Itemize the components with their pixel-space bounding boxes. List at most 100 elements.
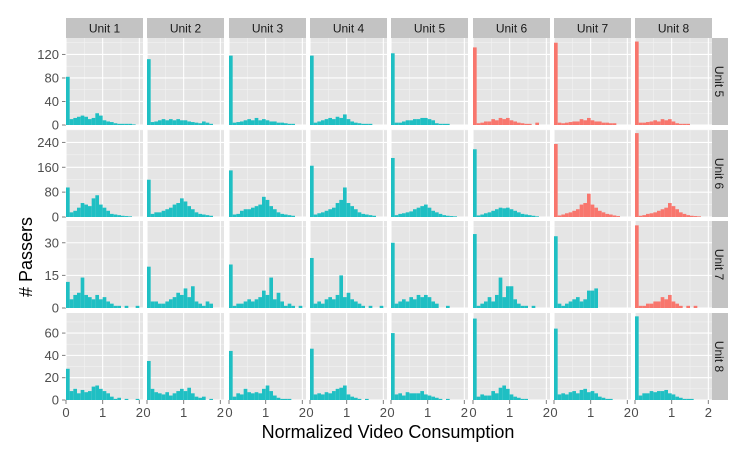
histogram-bar: [273, 209, 277, 217]
histogram-bar: [594, 393, 598, 400]
histogram-bar: [66, 187, 70, 217]
histogram-bar: [431, 301, 435, 308]
panel-background: [310, 130, 387, 217]
histogram-bar: [169, 395, 173, 400]
histogram-bar: [251, 301, 255, 308]
histogram-bar: [187, 387, 191, 400]
histogram-bar: [502, 208, 506, 217]
histogram-bar: [183, 201, 188, 217]
histogram-bar: [657, 210, 661, 217]
histogram-bar: [247, 209, 251, 217]
histogram-bar: [232, 122, 237, 125]
histogram-bar: [394, 215, 399, 217]
panel-background: [310, 313, 387, 400]
histogram-bar: [343, 385, 347, 400]
histogram-bar: [509, 394, 514, 400]
histogram-bar: [313, 214, 318, 217]
histogram-bar: [198, 123, 202, 125]
histogram-bar: [202, 214, 206, 217]
histogram-bar: [594, 121, 598, 125]
histogram-bar: [84, 204, 88, 217]
histogram-bar: [572, 121, 576, 125]
histogram-bar: [161, 394, 166, 400]
column-strip-label: Unit 1: [89, 22, 121, 36]
histogram-bar: [675, 396, 679, 400]
histogram-bar: [590, 120, 595, 125]
histogram-bar: [84, 116, 88, 125]
histogram-bar: [413, 299, 417, 308]
histogram-bar: [576, 393, 580, 400]
histogram-bar: [476, 305, 481, 308]
histogram-bar: [520, 305, 525, 308]
histogram-bar: [161, 119, 166, 125]
histogram-bar: [165, 301, 169, 308]
histogram-bar: [180, 120, 184, 125]
histogram-bar: [524, 214, 528, 217]
histogram-bar: [172, 393, 177, 400]
histogram-bar: [158, 120, 162, 125]
histogram-bar: [635, 133, 639, 217]
histogram-bar: [509, 286, 514, 308]
histogram-bar: [339, 117, 343, 125]
histogram-bar: [491, 119, 495, 125]
histogram-bar: [416, 119, 421, 125]
histogram-bar: [668, 294, 672, 308]
histogram-bar: [324, 119, 329, 125]
histogram-bar: [579, 301, 584, 308]
histogram-bar: [498, 117, 503, 125]
histogram-bar: [642, 215, 646, 217]
histogram-bar: [91, 117, 96, 125]
histogram-bar: [605, 122, 609, 125]
histogram-bar: [409, 297, 413, 308]
histogram-bar: [590, 204, 595, 217]
histogram-bar: [524, 123, 528, 125]
histogram-bar: [476, 396, 481, 400]
histogram-bar: [649, 121, 654, 125]
histogram-bar: [498, 277, 503, 308]
histogram-bar: [653, 392, 657, 400]
histogram-bar: [361, 123, 365, 125]
histogram-bar: [117, 305, 121, 308]
histogram-bar: [476, 215, 481, 217]
histogram-bar: [473, 149, 477, 217]
histogram-bar: [495, 120, 499, 125]
histogram-bar: [391, 242, 395, 308]
histogram-bar: [357, 212, 362, 217]
histogram-bar: [191, 286, 195, 308]
histogram-bar: [321, 212, 325, 217]
histogram-bar: [265, 199, 270, 217]
histogram-bar: [158, 303, 162, 308]
histogram-bar: [431, 120, 435, 125]
histogram-bar: [124, 305, 129, 308]
x-tick-label: 0: [306, 405, 313, 420]
histogram-bar: [102, 207, 107, 217]
histogram-bar: [394, 303, 399, 308]
histogram-bar: [579, 204, 584, 217]
histogram-bar: [202, 121, 206, 125]
histogram-bar: [498, 207, 503, 217]
panel-background: [229, 221, 306, 308]
x-tick-label: 2: [299, 405, 306, 420]
histogram-bar: [258, 120, 262, 125]
histogram-bar: [205, 215, 210, 217]
histogram-bar: [513, 210, 517, 217]
histogram-bar: [420, 391, 424, 400]
panel-background: [635, 313, 712, 400]
histogram-bar: [413, 119, 417, 125]
histogram-bar: [202, 305, 206, 308]
histogram-bar: [517, 212, 521, 217]
histogram-bar: [498, 387, 503, 400]
histogram-bar: [128, 123, 132, 125]
histogram-bar: [594, 288, 598, 308]
histogram-bar: [561, 123, 565, 125]
histogram-bar: [686, 398, 690, 400]
histogram-bar: [276, 397, 281, 400]
histogram-bar: [99, 204, 103, 217]
histogram-bar: [229, 55, 233, 126]
histogram-bar: [653, 120, 657, 125]
histogram-bar: [409, 393, 413, 400]
y-tick-label: 40: [45, 348, 59, 363]
histogram-bar: [427, 207, 432, 217]
histogram-bar: [73, 210, 77, 217]
histogram-bar: [232, 214, 237, 217]
